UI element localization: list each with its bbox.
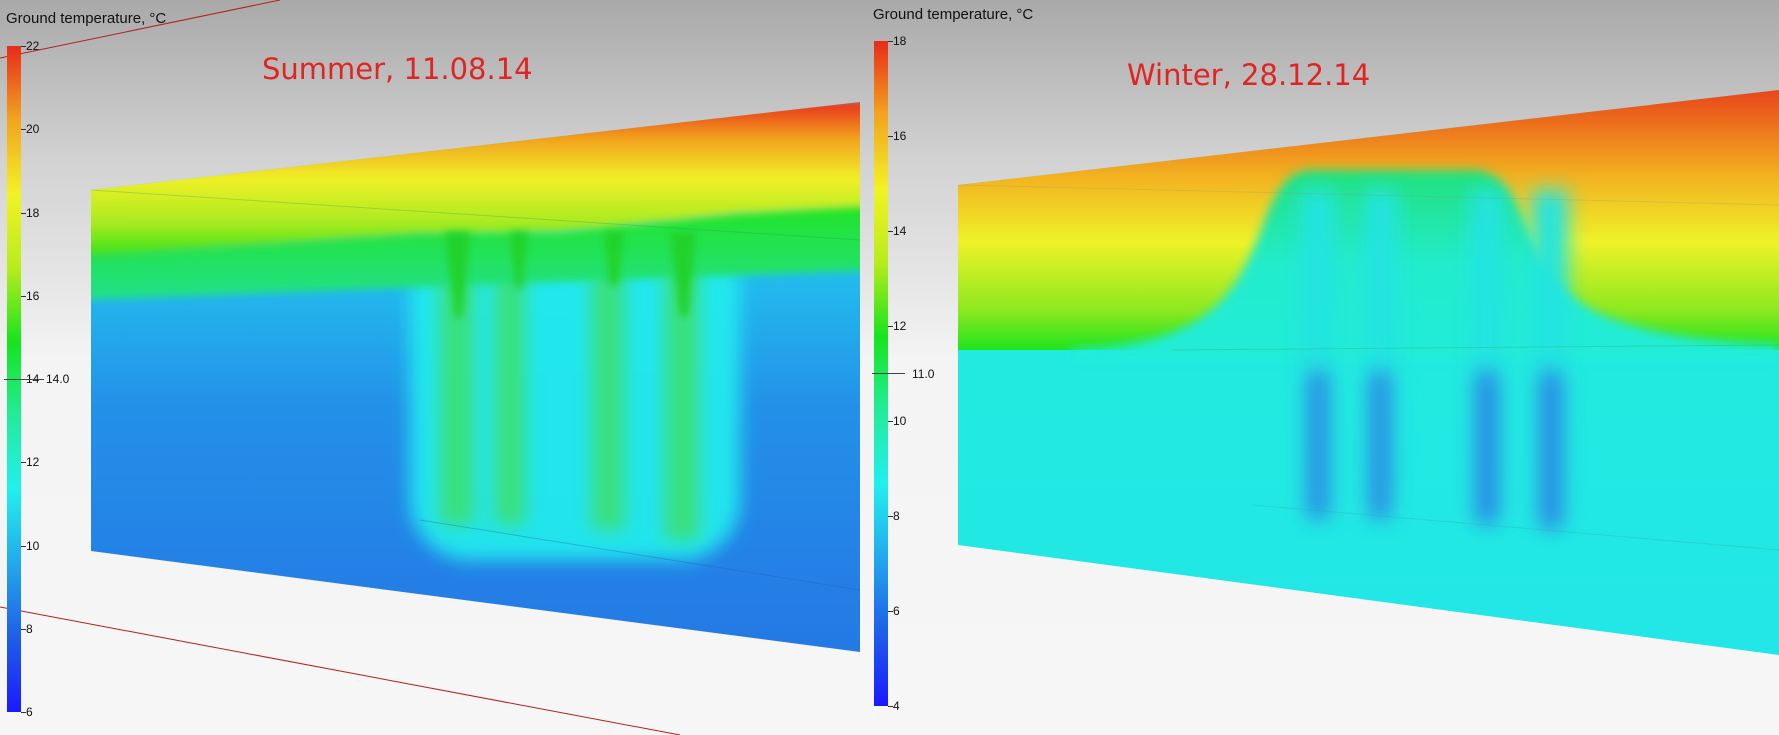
axis-line: [0, 0, 281, 59]
season-title: Summer, 11.08.14: [262, 52, 533, 86]
tick-label: 10: [26, 538, 40, 553]
tick-mark: [21, 46, 26, 47]
tick-mark: [21, 712, 26, 713]
tick-mark: [21, 545, 26, 547]
tick-label: 6: [26, 705, 33, 719]
tick-label: 16: [893, 129, 907, 143]
tick-mark: [21, 129, 26, 131]
winter-panel: Ground temperature, °C 18 16 14 12 10 8 6 4 11.…: [872, 0, 1779, 735]
tick-label: 20: [26, 122, 40, 137]
tick-label: 18: [26, 205, 40, 220]
tick-mark: [888, 421, 893, 422]
tick-mark: [888, 611, 893, 612]
axis-line: [0, 606, 681, 735]
season-title: Winter, 28.12.14: [1127, 58, 1371, 92]
tick-mark: [888, 41, 893, 42]
tick-mark: [21, 212, 26, 214]
value-marker-line: [872, 373, 905, 374]
tick-label: 10: [893, 414, 907, 428]
value-marker-line: [4, 379, 44, 380]
tick-label: 14: [893, 224, 907, 238]
summer-cross-section: [91, 102, 860, 652]
winter-3d-scene: [958, 90, 1779, 655]
tick-mark: [21, 462, 26, 464]
tick-mark: [888, 231, 893, 232]
tick-mark: [888, 326, 893, 327]
tick-mark: [21, 295, 26, 297]
tick-label: 12: [26, 455, 40, 470]
tick-mark: [888, 136, 893, 137]
tick-mark: [888, 516, 893, 517]
tick-label: 8: [26, 621, 33, 636]
winter-cross-section: [958, 90, 1779, 655]
tick-label: 8: [893, 509, 900, 523]
tick-label: 18: [893, 34, 907, 48]
tick-label: 12: [893, 319, 907, 333]
legend-title: Ground temperature, °C: [6, 10, 167, 27]
tick-mark: [888, 706, 893, 707]
summer-panel: Ground temperature, °C 22 20 18 16 14 12 10 8 6 …: [0, 0, 872, 735]
tick-label: 6: [893, 604, 900, 618]
summer-3d-scene: [0, 0, 860, 735]
legend-title: Ground temperature, °C: [873, 6, 1034, 23]
tick-label: 22: [26, 39, 40, 53]
value-marker-label: 11.0: [912, 367, 935, 381]
tick-label: 4: [893, 699, 900, 713]
value-marker-label: 14.0: [46, 372, 70, 386]
tick-mark: [21, 628, 26, 630]
tick-label: 16: [26, 288, 40, 303]
